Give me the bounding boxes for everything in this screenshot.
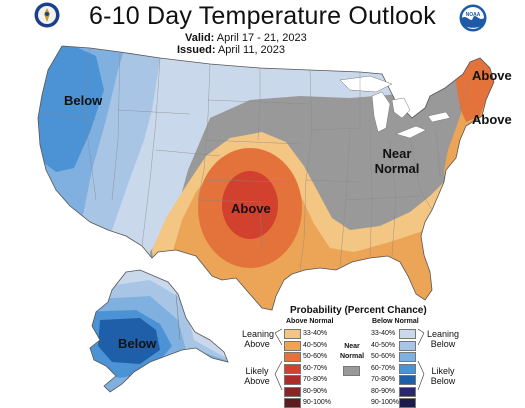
legend-below-level-2: 50-60% bbox=[371, 353, 396, 360]
noaa-logo-icon: NOAA bbox=[459, 4, 487, 32]
valid-dates: Valid: April 17 - 21, 2023 bbox=[185, 32, 307, 44]
legend-below-level-6: 90-100% bbox=[371, 399, 400, 406]
legend-near-normal-label: Near Normal bbox=[339, 343, 365, 360]
commerce-seal-icon bbox=[34, 2, 60, 28]
legend-below-swatch-1 bbox=[399, 340, 416, 351]
legend-above-level-4: 70-80% bbox=[303, 376, 328, 383]
map-label-plains: Above bbox=[231, 201, 271, 216]
legend-above-level-0: 33-40% bbox=[303, 330, 328, 337]
legend-above-header: Above Normal bbox=[286, 318, 334, 325]
legend-above-swatch-0 bbox=[284, 329, 301, 339]
map-label-northeast-bottom: Above bbox=[472, 112, 512, 127]
map-label-northeast-top: Above bbox=[472, 68, 512, 83]
legend-below-swatch-2 bbox=[399, 352, 416, 362]
legend-above-level-5: 80-90% bbox=[303, 387, 328, 395]
legend-above-level-2: 50-60% bbox=[303, 353, 328, 360]
legend-below-swatch-3 bbox=[399, 363, 416, 374]
legend-likely-below: Likely Below bbox=[430, 366, 456, 386]
legend-below-swatch-0 bbox=[399, 329, 416, 339]
legend-leaning-below: Leaning Below bbox=[426, 329, 460, 349]
legend-near-normal-swatch bbox=[343, 366, 360, 376]
page-title: 6-10 Day Temperature Outlook bbox=[89, 2, 436, 30]
legend-above-level-1: 40-50% bbox=[303, 341, 328, 349]
legend-below-level-1: 40-50% bbox=[371, 341, 396, 349]
legend-above-level-6: 90-100% bbox=[303, 399, 332, 406]
legend-below-level-5: 80-90% bbox=[371, 387, 396, 395]
legend-below-header: Below Normal bbox=[372, 318, 419, 325]
legend-title: Probability (Percent Chance) bbox=[290, 305, 427, 316]
legend-leaning-above: Leaning Above bbox=[242, 329, 275, 349]
legend-above-swatch-5 bbox=[284, 386, 301, 397]
map-label-midwest: Near Normal bbox=[374, 146, 420, 176]
legend-above-swatch-3 bbox=[284, 363, 301, 374]
legend-below-level-3: 60-70% bbox=[371, 364, 396, 372]
legend-below-swatch-4 bbox=[399, 375, 416, 385]
map-label-west: Below bbox=[64, 93, 103, 108]
legend-above-level-3: 60-70% bbox=[303, 364, 328, 372]
legend-above-swatch-2 bbox=[284, 352, 301, 362]
legend-below-level-0: 33-40% bbox=[371, 330, 396, 337]
noaa-logo-text: NOAA bbox=[466, 12, 481, 18]
map-label-alaska: Below bbox=[118, 336, 157, 351]
legend-below-level-4: 70-80% bbox=[371, 376, 396, 383]
issued-date: Issued: April 11, 2023 bbox=[177, 44, 286, 56]
legend-above-swatch-4 bbox=[284, 375, 301, 385]
legend-likely-above: Likely Above bbox=[244, 366, 270, 386]
legend-below-swatch-5 bbox=[399, 386, 416, 397]
legend-above-swatch-1 bbox=[284, 340, 301, 351]
